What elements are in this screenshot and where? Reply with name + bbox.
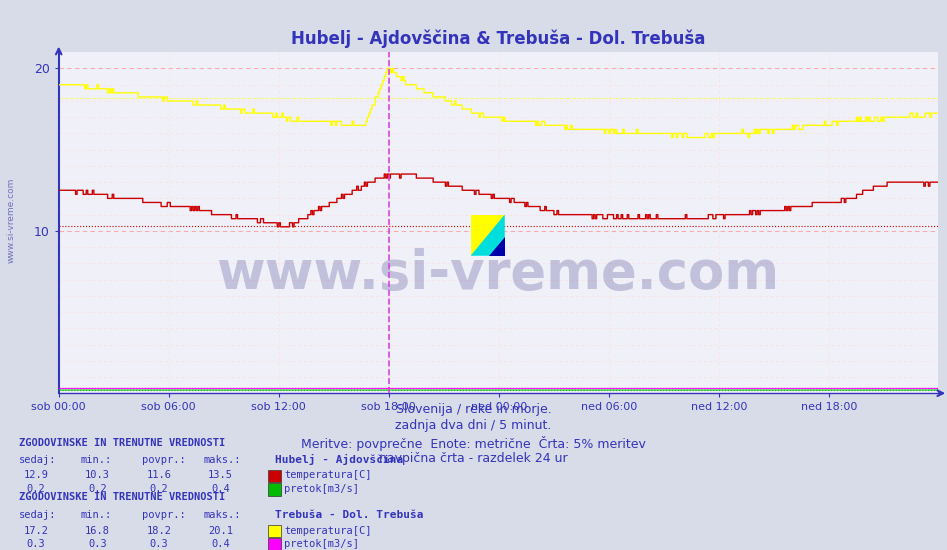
Text: Slovenija / reke in morje.: Slovenija / reke in morje. <box>396 403 551 416</box>
Text: 0.2: 0.2 <box>150 484 169 494</box>
Text: maks.:: maks.: <box>204 510 241 520</box>
Text: 0.4: 0.4 <box>211 484 230 494</box>
Text: povpr.:: povpr.: <box>142 455 186 465</box>
Text: pretok[m3/s]: pretok[m3/s] <box>284 484 359 494</box>
Title: Hubelj - Ajdovščina & Trebuša - Dol. Trebuša: Hubelj - Ajdovščina & Trebuša - Dol. Tre… <box>291 29 706 48</box>
Text: min.:: min.: <box>80 455 112 465</box>
Text: 0.3: 0.3 <box>27 539 45 549</box>
Text: Hubelj - Ajdovščina: Hubelj - Ajdovščina <box>275 454 402 465</box>
Text: 16.8: 16.8 <box>85 525 110 536</box>
Text: 18.2: 18.2 <box>147 525 171 536</box>
Text: maks.:: maks.: <box>204 455 241 465</box>
Text: navpična črta - razdelek 24 ur: navpična črta - razdelek 24 ur <box>379 452 568 465</box>
Text: min.:: min.: <box>80 510 112 520</box>
Text: 0.2: 0.2 <box>88 484 107 494</box>
Text: ZGODOVINSKE IN TRENUTNE VREDNOSTI: ZGODOVINSKE IN TRENUTNE VREDNOSTI <box>19 437 225 448</box>
Text: 10.3: 10.3 <box>85 470 110 481</box>
Text: pretok[m3/s]: pretok[m3/s] <box>284 539 359 549</box>
Text: zadnja dva dni / 5 minut.: zadnja dva dni / 5 minut. <box>395 419 552 432</box>
Text: povpr.:: povpr.: <box>142 510 186 520</box>
Text: 0.2: 0.2 <box>27 484 45 494</box>
Text: sedaj:: sedaj: <box>19 455 57 465</box>
Text: 12.9: 12.9 <box>24 470 48 481</box>
Text: 0.3: 0.3 <box>150 539 169 549</box>
Text: www.si-vreme.com: www.si-vreme.com <box>217 248 779 300</box>
Text: www.si-vreme.com: www.si-vreme.com <box>7 177 16 263</box>
Text: sedaj:: sedaj: <box>19 510 57 520</box>
Polygon shape <box>471 214 505 256</box>
Text: ZGODOVINSKE IN TRENUTNE VREDNOSTI: ZGODOVINSKE IN TRENUTNE VREDNOSTI <box>19 492 225 503</box>
Polygon shape <box>471 214 505 256</box>
Text: temperatura[C]: temperatura[C] <box>284 525 371 536</box>
Text: 17.2: 17.2 <box>24 525 48 536</box>
Text: 0.3: 0.3 <box>88 539 107 549</box>
Text: 0.4: 0.4 <box>211 539 230 549</box>
Text: 20.1: 20.1 <box>208 525 233 536</box>
Text: Trebuša - Dol. Trebuša: Trebuša - Dol. Trebuša <box>275 510 423 520</box>
Text: Meritve: povprečne  Enote: metrične  Črta: 5% meritev: Meritve: povprečne Enote: metrične Črta:… <box>301 436 646 450</box>
Text: temperatura[C]: temperatura[C] <box>284 470 371 481</box>
Polygon shape <box>490 237 505 256</box>
Text: 13.5: 13.5 <box>208 470 233 481</box>
Text: 11.6: 11.6 <box>147 470 171 481</box>
